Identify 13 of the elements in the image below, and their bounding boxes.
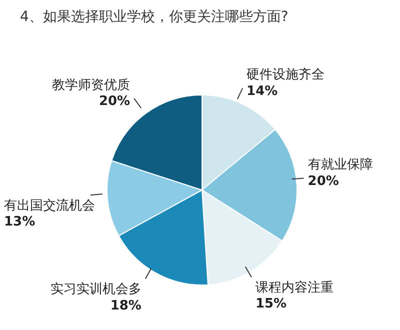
slice-label: 硬件设施齐全 [246,68,325,83]
data-label: 18% [110,298,142,314]
data-label: 13% [4,214,36,230]
data-label: 15% [255,296,287,312]
data-label: 20% [98,94,130,110]
slice-label: 有就业保障 [308,158,373,173]
chart-title: 4、如果选择职业学校，你更关注哪些方面? [20,8,288,26]
data-label: 14% [246,84,278,99]
data-label: 20% [308,174,339,189]
slice-label: 教学师资优质 [52,78,130,93]
slice-label: 有出国交流机会 [4,197,95,214]
slice-label: 课程内容注重 [255,280,334,296]
slice-label: 实习实训机会多 [50,282,142,298]
